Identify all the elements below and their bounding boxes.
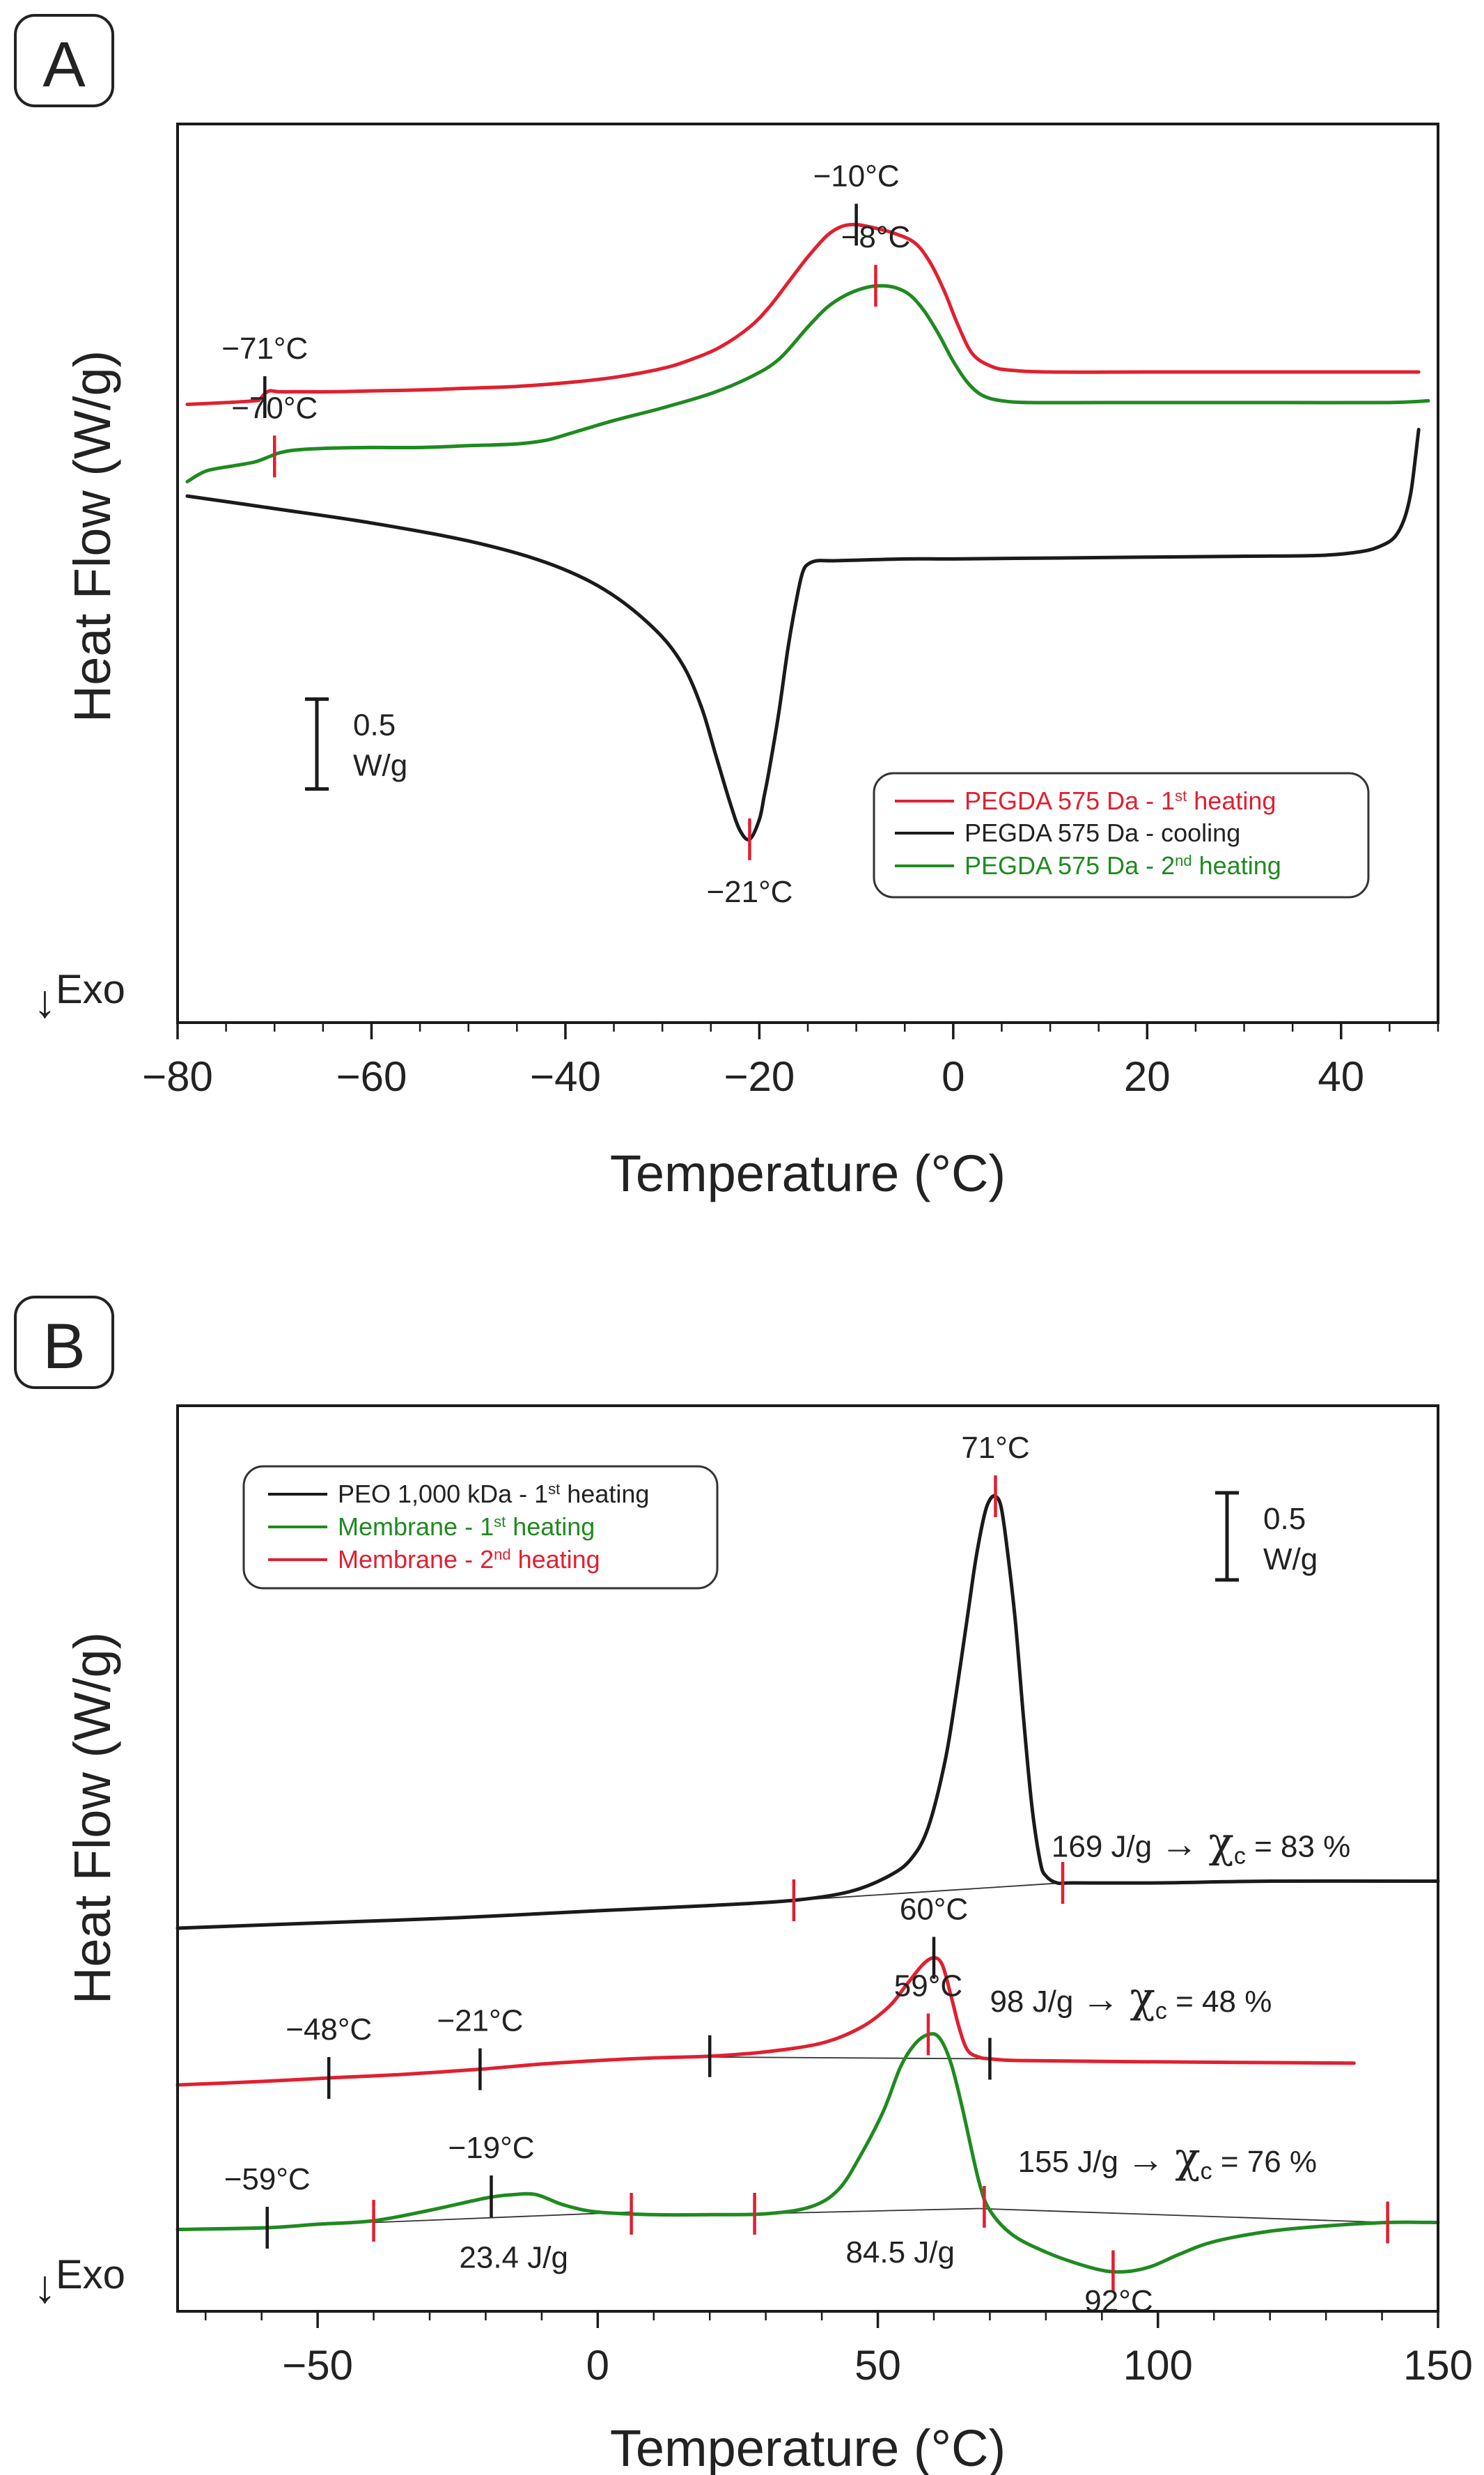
- panel-a-series-pegda-575-da-2nd-heating: [185, 284, 1430, 483]
- panel-b-legend-label-membrane-2nd: Membrane - 2nd heating: [338, 1545, 600, 1574]
- panel-b-letter: B: [42, 1311, 85, 1382]
- panel-b-annotation-label: 71°C: [961, 1431, 1029, 1465]
- panel-a-annotation-label: −8°C: [841, 220, 911, 254]
- panel-a-x-tick-label: −40: [530, 1053, 601, 1100]
- panel-b-letter-box: [14, 1296, 114, 1389]
- panel-b-annotation-label: 59°C: [894, 1969, 962, 2003]
- panel-a-x-tick-label: 20: [1124, 1053, 1171, 1100]
- panel-a-series-pegda-575-da-1st-heating: [185, 222, 1421, 406]
- panel-a-plot: −10°C −71°C −8°C −70°C −21°C −80 −60 −40 −20 0 20…: [142, 123, 1439, 1100]
- panel-a-scale-bar-unit: W/g: [353, 749, 407, 783]
- panel-b-integration-baseline: [793, 1882, 1063, 1901]
- panel-a-annotation-label: −70°C: [231, 391, 318, 425]
- panel-b-annotation-label: 92°C: [1084, 2284, 1153, 2318]
- panel-a: A Heat Flow (W/g) ↓ Exo −10°C −71°C −8°C −7…: [14, 14, 1439, 1202]
- panel-b-x-tick-label: 150: [1403, 2342, 1473, 2389]
- panel-a-x-tick-label: 0: [942, 1053, 964, 1100]
- panel-b-series-peo-1-000-kda-1st-heating: [175, 1493, 1440, 1930]
- panel-a-scale-bar: 0.5 W/g: [305, 697, 407, 791]
- panel-a-scale-bar-value: 0.5: [353, 708, 396, 743]
- panel-a-x-tick-label: −80: [142, 1053, 213, 1100]
- panel-a-exo-arrow-icon: ↓: [33, 975, 56, 1027]
- panel-b-enthalpy-label: 98 J/g → χc = 48 %: [990, 1973, 1272, 2024]
- panel-b-integration-baseline: [978, 2208, 1388, 2224]
- panel-b-annotation-label: −21°C: [437, 2004, 523, 2038]
- panel-a-annotation-label: −71°C: [221, 332, 308, 366]
- panel-a-legend: PEGDA 575 Da - 1st heating PEGDA 575 Da …: [873, 772, 1370, 899]
- panel-a-letter-box: [14, 14, 114, 107]
- panel-b-x-tick-label: 50: [854, 2342, 901, 2389]
- panel-b-exo-label: Exo: [56, 2252, 125, 2297]
- panel-b-annotation-label: −19°C: [448, 2131, 534, 2165]
- panel-b-legend-label-membrane-1st: Membrane - 1st heating: [338, 1512, 595, 1541]
- panel-a-exo-label: Exo: [56, 967, 125, 1012]
- panel-a-annotation-label: −10°C: [813, 159, 900, 193]
- panel-b-enthalpy-label: 155 J/g → χc = 76 %: [1018, 2134, 1317, 2185]
- panel-b-annotation-label: 60°C: [900, 1893, 968, 1927]
- panel-a-legend-box: [873, 772, 1370, 899]
- panel-b-annotation-label: −59°C: [224, 2162, 311, 2196]
- panel-a-series-pegda-575-da-cooling: [185, 428, 1421, 841]
- panel-b-annotation-label: 84.5 J/g: [845, 2235, 955, 2270]
- panel-b: B Heat Flow (W/g) ↓ Exo 71°C 60°C −48°C −21…: [14, 1296, 1473, 2475]
- panel-b-integration-baseline: [754, 2208, 979, 2214]
- panel-b-legend-label-peo: PEO 1,000 kDa - 1st heating: [338, 1480, 649, 1508]
- panel-a-legend-label-2nd-heating: PEGDA 575 Da - 2nd heating: [964, 851, 1281, 880]
- panel-a-x-tick-label: 40: [1318, 1053, 1364, 1100]
- panel-a-legend-label-cooling: PEGDA 575 Da - cooling: [964, 818, 1240, 847]
- panel-b-scale-bar-unit: W/g: [1263, 1542, 1318, 1576]
- panel-b-plot: 71°C 60°C −48°C −21°C 59°C −19°C −59°C 23.4 J/g…: [175, 1404, 1473, 2389]
- panel-a-y-axis-title: Heat Flow (W/g): [63, 350, 121, 723]
- panel-a-x-tick-label: −60: [336, 1053, 407, 1100]
- panel-b-legend-box: [242, 1465, 719, 1590]
- panel-b-y-axis-title: Heat Flow (W/g): [63, 1632, 121, 2005]
- panel-b-plot-frame: [176, 1404, 1439, 2313]
- panel-b-series-membrane-1st-heating: [175, 2032, 1440, 2274]
- panel-a-annotation-label: −21°C: [706, 875, 792, 909]
- panel-b-legend: PEO 1,000 kDa - 1st heating Membrane - 1…: [242, 1465, 719, 1590]
- panel-b-integration-baseline: [373, 2211, 632, 2224]
- panel-a-legend-label-1st-heating: PEGDA 575 Da - 1st heating: [964, 786, 1276, 815]
- panel-b-x-tick-label: −50: [282, 2342, 353, 2389]
- panel-b-x-axis-title: Temperature (°C): [610, 2419, 1006, 2475]
- panel-b-annotation-label: −48°C: [286, 2012, 372, 2047]
- panel-a-x-axis-title: Temperature (°C): [610, 1145, 1006, 1202]
- panel-b-exo-arrow-icon: ↓: [33, 2260, 56, 2312]
- panel-a-x-tick-label: −20: [724, 1053, 795, 1100]
- panel-b-x-tick-label: 0: [586, 2342, 609, 2389]
- panel-b-annotation-label: 23.4 J/g: [459, 2241, 568, 2275]
- panel-a-letter: A: [42, 29, 86, 100]
- panel-b-series-membrane-2nd-heating: [175, 1956, 1356, 2087]
- panel-b-x-tick-label: 100: [1123, 2342, 1193, 2389]
- panel-b-integration-baseline: [710, 2056, 990, 2060]
- panel-b-scale-bar-value: 0.5: [1263, 1502, 1306, 1536]
- panel-b-enthalpy-label: 169 J/g → χc = 83 %: [1052, 1819, 1350, 1870]
- panel-b-scale-bar: 0.5 W/g: [1215, 1491, 1318, 1582]
